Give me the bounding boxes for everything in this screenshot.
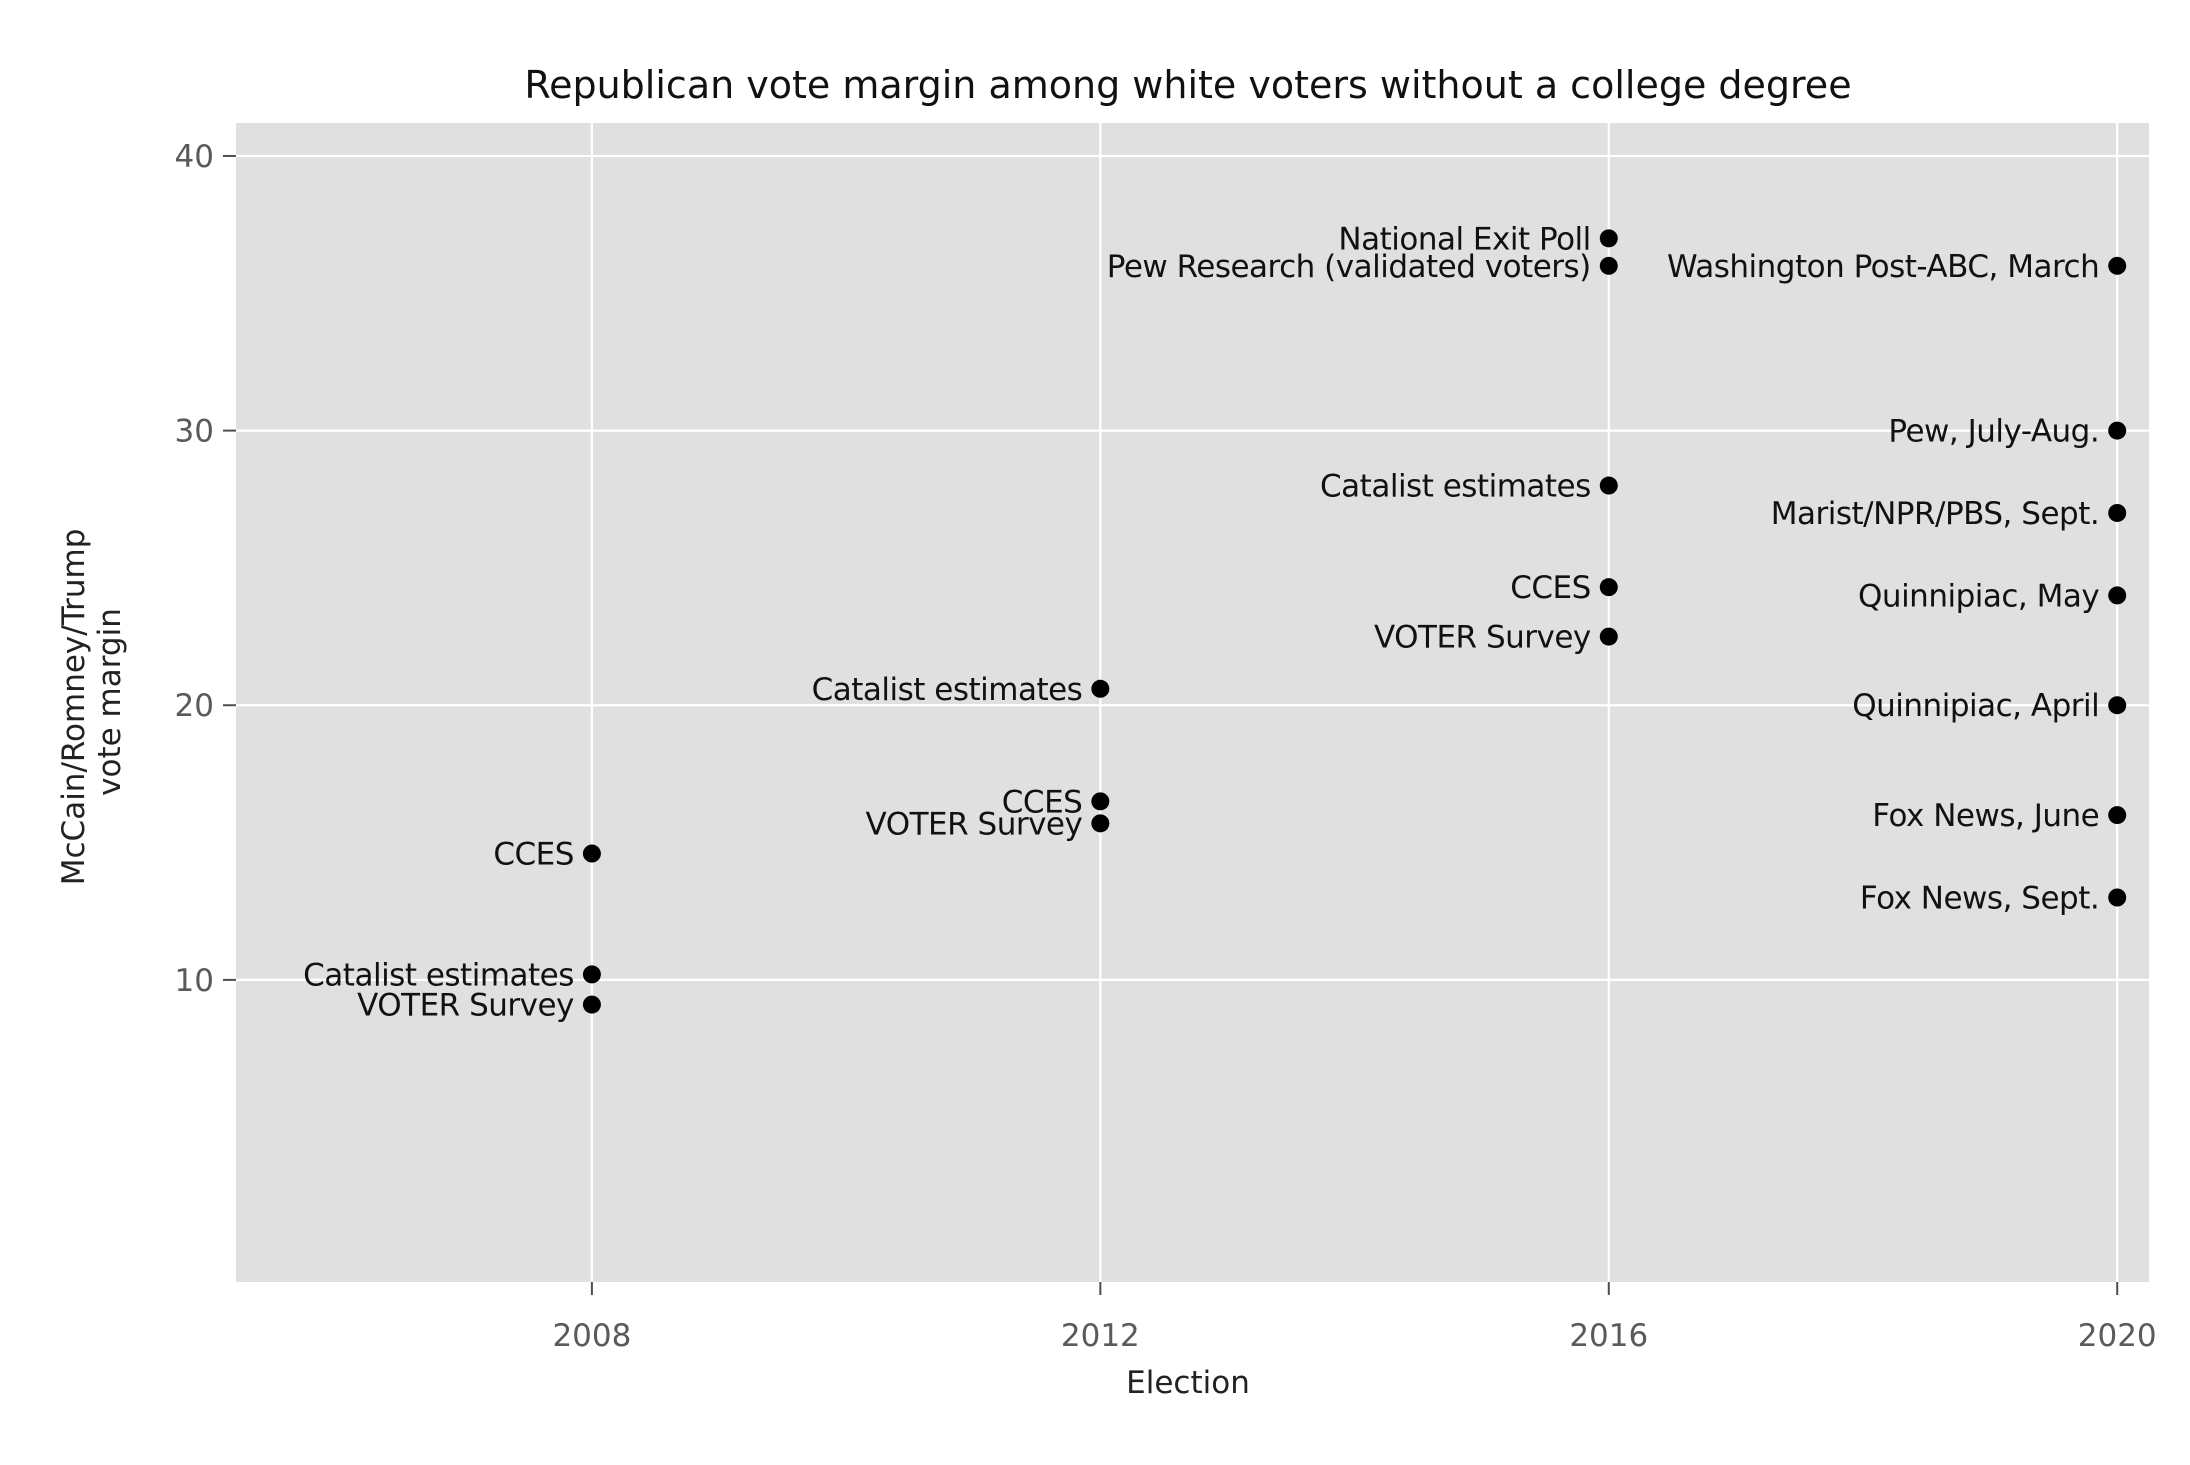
point-label: CCES <box>1510 570 1591 606</box>
x-tick-label: 2008 <box>552 1318 631 1354</box>
point-label: Marist/NPR/PBS, Sept. <box>1771 496 2099 532</box>
point-label: Catalist estimates <box>1320 469 1591 505</box>
y-tick-label: 30 <box>175 414 214 450</box>
data-point <box>1599 256 1618 275</box>
point-label: Washington Post-ABC, March <box>1667 249 2099 285</box>
point-label: Pew Research (validated voters) <box>1107 249 1591 285</box>
x-tick-label: 2012 <box>1061 1318 1140 1354</box>
data-point <box>1599 627 1618 646</box>
data-point <box>2108 256 2127 275</box>
data-point <box>1091 792 1110 811</box>
point-label: Catalist estimates <box>812 672 1083 708</box>
point-label: Quinnipiac, April <box>1852 688 2099 724</box>
data-point <box>2108 806 2127 825</box>
point-label: Pew, July-Aug. <box>1888 414 2099 450</box>
point-label: Fox News, June <box>1872 798 2099 834</box>
data-points <box>582 229 2127 1014</box>
data-point <box>2108 586 2127 605</box>
data-point <box>1599 476 1618 495</box>
x-tick-label: 2020 <box>2078 1318 2157 1354</box>
data-point <box>582 965 601 984</box>
y-tick-label: 20 <box>175 688 214 724</box>
point-label: Quinnipiac, May <box>1858 578 2099 614</box>
plot-panel <box>236 123 2149 1282</box>
data-point <box>2108 503 2127 522</box>
point-label: National Exit Poll <box>1338 221 1590 257</box>
data-point <box>582 995 601 1014</box>
point-label: VOTER Survey <box>1374 620 1591 656</box>
data-point <box>1091 679 1110 698</box>
data-point <box>1091 814 1110 833</box>
grid-lines <box>236 123 2149 1282</box>
axes: 2008 2012 2016 2020 10 20 30 40 <box>175 139 2157 1354</box>
chart-title: Republican vote margin among white voter… <box>524 63 1851 107</box>
y-axis-title-line-1: McCain/Romney/Trump <box>56 529 92 886</box>
point-label: CCES <box>1002 784 1083 820</box>
point-label: CCES <box>493 837 574 873</box>
point-label: VOTER Survey <box>866 806 1083 842</box>
y-tick-label: 10 <box>175 963 214 999</box>
point-label: Catalist estimates <box>303 957 574 993</box>
data-point <box>1599 578 1618 597</box>
point-label: VOTER Survey <box>357 988 574 1024</box>
x-tick-label: 2016 <box>1569 1318 1648 1354</box>
y-axis-title-line-2: vote margin <box>92 608 128 796</box>
data-point <box>2108 888 2127 907</box>
data-point <box>1599 229 1618 248</box>
point-label: Fox News, Sept. <box>1860 880 2099 916</box>
data-point <box>2108 421 2127 440</box>
data-point <box>2108 696 2127 715</box>
y-tick-label: 40 <box>175 139 214 175</box>
data-point <box>582 844 601 863</box>
y-axis-title: McCain/Romney/Trump vote margin <box>56 519 128 885</box>
x-axis-title: Election <box>1126 1365 1250 1401</box>
